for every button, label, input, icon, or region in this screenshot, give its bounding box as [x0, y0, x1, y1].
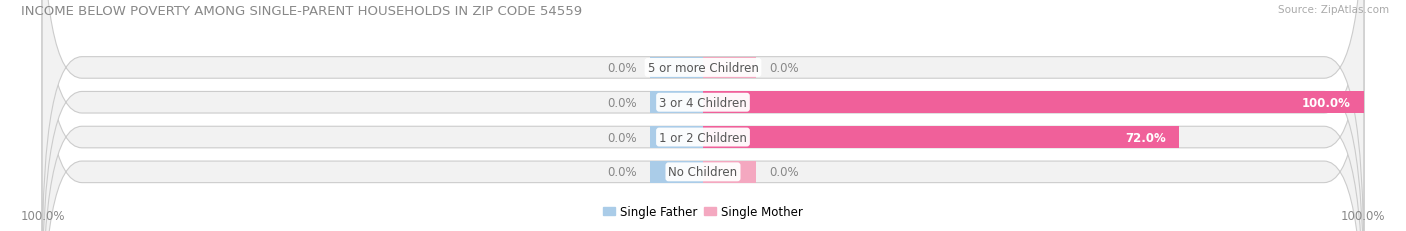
Text: 0.0%: 0.0%	[769, 166, 799, 179]
Bar	[703, 127, 1178, 148]
Text: 100.0%: 100.0%	[21, 209, 66, 222]
Text: 0.0%: 0.0%	[769, 62, 799, 75]
Text: 0.0%: 0.0%	[607, 166, 637, 179]
Text: 100.0%: 100.0%	[1340, 209, 1385, 222]
Text: 72.0%: 72.0%	[1125, 131, 1166, 144]
Text: INCOME BELOW POVERTY AMONG SINGLE-PARENT HOUSEHOLDS IN ZIP CODE 54559: INCOME BELOW POVERTY AMONG SINGLE-PARENT…	[21, 5, 582, 18]
Legend: Single Father, Single Mother: Single Father, Single Mother	[599, 201, 807, 223]
Text: Source: ZipAtlas.com: Source: ZipAtlas.com	[1278, 5, 1389, 15]
FancyBboxPatch shape	[42, 0, 1364, 231]
FancyBboxPatch shape	[42, 0, 1364, 231]
Bar	[650, 57, 703, 79]
Bar	[650, 127, 703, 148]
Text: No Children: No Children	[668, 166, 738, 179]
Bar	[650, 92, 703, 113]
Text: 3 or 4 Children: 3 or 4 Children	[659, 96, 747, 109]
Bar	[650, 161, 703, 183]
Text: 0.0%: 0.0%	[607, 131, 637, 144]
Bar	[703, 161, 756, 183]
Bar	[703, 57, 756, 79]
Text: 1 or 2 Children: 1 or 2 Children	[659, 131, 747, 144]
Text: 0.0%: 0.0%	[607, 62, 637, 75]
Text: 5 or more Children: 5 or more Children	[648, 62, 758, 75]
FancyBboxPatch shape	[42, 0, 1364, 231]
Text: 0.0%: 0.0%	[607, 96, 637, 109]
FancyBboxPatch shape	[42, 0, 1364, 231]
Bar	[703, 92, 1364, 113]
Text: 100.0%: 100.0%	[1302, 96, 1351, 109]
